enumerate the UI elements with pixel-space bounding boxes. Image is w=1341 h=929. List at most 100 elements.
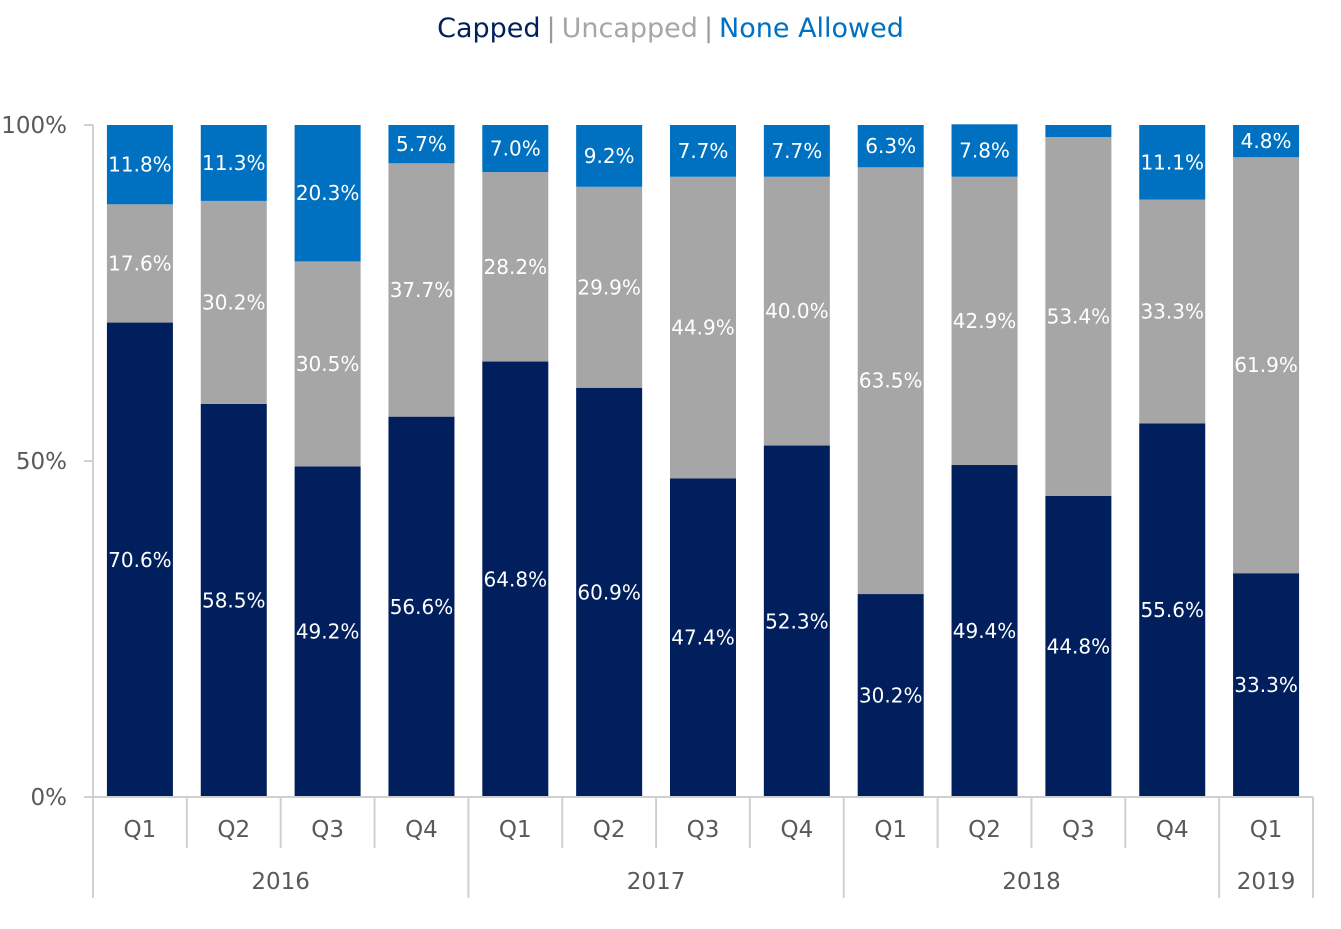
data-label: 30.5%: [296, 352, 360, 376]
bar-uncapped: [670, 176, 736, 479]
y-tick-label: 100%: [1, 113, 67, 139]
data-label: 29.9%: [577, 275, 641, 299]
bar-none-allowed: [106, 125, 173, 205]
bar-uncapped: [388, 163, 455, 417]
data-label: 28.2%: [484, 255, 548, 279]
bar-none-allowed: [951, 124, 1018, 177]
data-label: 47.4%: [671, 626, 735, 650]
data-label: 64.8%: [484, 567, 548, 591]
data-label: 49.4%: [953, 619, 1017, 643]
bar-none-allowed: [1233, 125, 1300, 158]
data-label: 44.8%: [1047, 634, 1111, 658]
data-label: 40.0%: [765, 299, 829, 323]
bar-none-allowed: [1139, 125, 1206, 200]
legend-separator: |: [546, 13, 556, 44]
bar-uncapped: [294, 261, 361, 467]
bar-capped: [482, 361, 549, 797]
bar-capped: [857, 594, 924, 797]
data-label: 70.6%: [108, 548, 172, 572]
bar-capped: [106, 322, 173, 797]
data-label: 49.2%: [296, 620, 360, 644]
data-label: 63.5%: [859, 369, 923, 393]
bar-capped: [388, 416, 455, 797]
data-label: 30.2%: [202, 290, 266, 314]
data-label: 7.7%: [771, 139, 822, 163]
data-label: 55.6%: [1140, 598, 1204, 622]
legend-uncapped: Uncapped: [561, 13, 698, 44]
x-tick-label: Q1: [499, 817, 532, 843]
data-label: 37.7%: [390, 278, 454, 302]
bar-uncapped: [951, 176, 1018, 466]
bar-capped: [670, 478, 736, 797]
x-tick-label: Q2: [593, 817, 626, 843]
x-tick-label: Q3: [687, 817, 720, 843]
data-label: 60.9%: [577, 580, 641, 604]
data-label: 4.8%: [1241, 129, 1292, 153]
x-tick-label: Q4: [405, 817, 438, 843]
data-label: 58.5%: [202, 588, 266, 612]
legend-capped: Capped: [437, 13, 541, 44]
bar-none-allowed: [200, 125, 267, 201]
bar-uncapped: [1233, 157, 1300, 574]
bar-uncapped: [1139, 199, 1206, 424]
bar-capped: [200, 403, 267, 797]
legend-separator: |: [703, 13, 714, 44]
data-label: 7.7%: [678, 139, 729, 163]
bar-uncapped: [576, 186, 643, 388]
bar-none-allowed: [482, 125, 549, 173]
data-label: 33.3%: [1140, 299, 1204, 323]
data-label: 7.8%: [959, 139, 1010, 163]
data-label: 56.6%: [390, 595, 454, 619]
data-label: 30.2%: [859, 684, 923, 708]
data-label: 17.6%: [108, 251, 172, 275]
bar-capped: [951, 465, 1018, 797]
x-tick-label: Q2: [217, 817, 250, 843]
x-tick-label: Q4: [780, 817, 813, 843]
x-tick-label: Q2: [968, 817, 1001, 843]
data-label: 11.8%: [108, 153, 172, 177]
data-label: 11.3%: [202, 151, 266, 175]
x-tick-label: Q1: [124, 817, 157, 843]
x-group-label: 2017: [627, 869, 686, 895]
data-label: 42.9%: [953, 309, 1017, 333]
data-label: 52.3%: [765, 609, 829, 633]
bar-none-allowed: [857, 125, 924, 168]
x-tick-label: Q1: [1250, 817, 1283, 843]
bar-uncapped: [106, 204, 173, 323]
bar-none-allowed: [763, 125, 830, 177]
x-group-label: 2018: [1002, 869, 1061, 895]
bar-uncapped: [857, 167, 924, 595]
data-label: 20.3%: [296, 181, 360, 205]
bar-capped: [1233, 573, 1300, 797]
bar-uncapped: [763, 176, 830, 446]
data-label: 7.0%: [490, 137, 541, 161]
bar-none-allowed: [1045, 125, 1112, 138]
bar-uncapped: [482, 172, 549, 362]
x-group-label: 2019: [1237, 869, 1296, 895]
data-label: 61.9%: [1234, 353, 1298, 377]
x-tick-label: Q3: [1062, 817, 1095, 843]
data-label: 5.7%: [396, 132, 447, 156]
bar-capped: [294, 466, 361, 797]
bar-none-allowed: [576, 125, 643, 187]
data-label: 53.4%: [1047, 305, 1111, 329]
bar-capped: [576, 387, 643, 797]
data-label: 44.9%: [671, 316, 735, 340]
bar-capped: [1045, 495, 1112, 797]
bar-capped: [763, 445, 830, 797]
x-tick-label: Q1: [874, 817, 907, 843]
chart-legend: Capped | Uncapped | None Allowed: [0, 12, 1341, 46]
data-label: 33.3%: [1234, 673, 1298, 697]
data-label: 11.1%: [1140, 150, 1204, 174]
y-tick-label: 0%: [31, 785, 68, 811]
data-label: 6.3%: [865, 134, 916, 158]
bar-none-allowed: [388, 125, 455, 164]
bar-uncapped: [200, 200, 267, 404]
bar-capped: [1139, 423, 1206, 797]
y-tick-label: 50%: [16, 449, 67, 475]
x-tick-label: Q4: [1156, 817, 1189, 843]
bar-none-allowed: [294, 125, 361, 262]
legend-none-allowed: None Allowed: [719, 13, 904, 44]
x-group-label: 2016: [251, 869, 310, 895]
